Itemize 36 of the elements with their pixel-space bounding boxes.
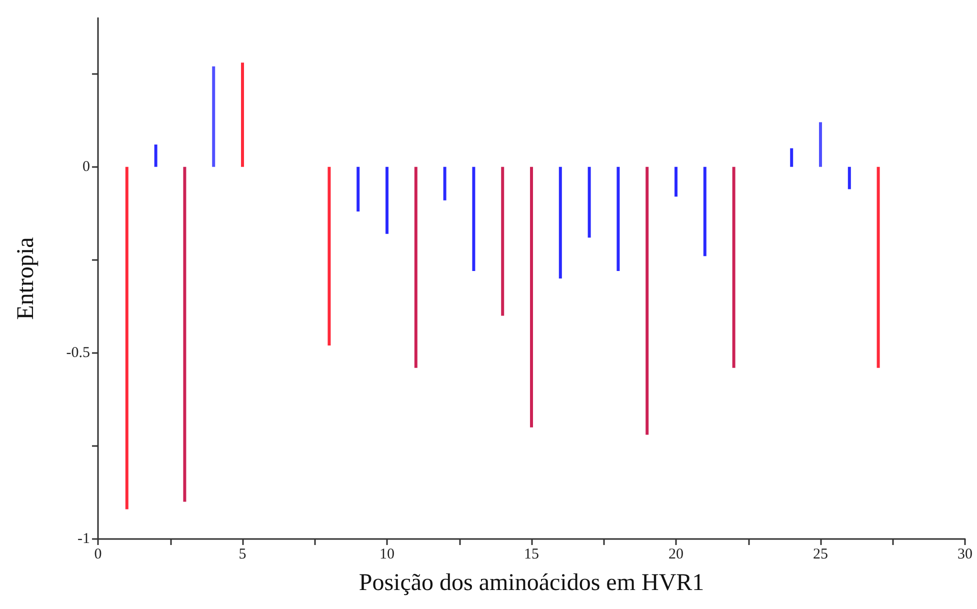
bar: [443, 166, 446, 200]
bar: [414, 166, 418, 368]
bar: [588, 166, 591, 238]
bar: [125, 166, 128, 510]
bar: [558, 166, 562, 278]
bar: [616, 166, 620, 272]
bar: [646, 166, 649, 435]
bar: [386, 166, 388, 234]
bar: [154, 144, 158, 167]
bar: [501, 166, 504, 316]
bar: [674, 166, 678, 197]
x-tick-label: 5: [238, 546, 246, 562]
bar: [530, 166, 533, 428]
bar: [241, 62, 244, 167]
bar: [472, 166, 476, 272]
x-tick-label: 0: [94, 546, 102, 562]
x-tick-label: 20: [668, 546, 684, 562]
bar: [703, 166, 706, 256]
bar: [790, 148, 794, 167]
bar: [212, 66, 216, 167]
x-tick-label: 25: [813, 546, 828, 562]
bar: [876, 166, 880, 368]
bar: [732, 166, 736, 368]
bar: [328, 166, 331, 346]
y-tick-label: -0.5: [66, 344, 90, 361]
y-tick-label: 0: [82, 158, 90, 175]
x-axis-title: Posição dos aminoácidos em HVR1: [358, 570, 704, 596]
bar: [819, 122, 822, 167]
y-axis-title: Entropia: [13, 236, 39, 320]
bar: [848, 166, 851, 190]
y-tick-label: -1: [78, 531, 90, 547]
bar: [183, 166, 186, 502]
x-tick-label: 10: [380, 546, 394, 562]
x-tick-label: 15: [524, 546, 539, 562]
bar: [356, 166, 360, 212]
x-tick-label: 30: [958, 546, 972, 562]
